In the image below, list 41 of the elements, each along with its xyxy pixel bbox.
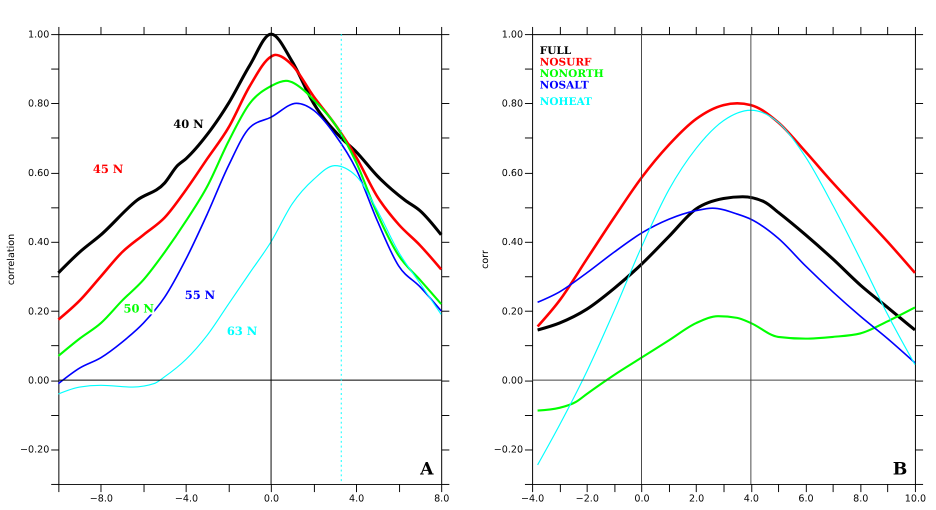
series-label: 63 N: [226, 324, 258, 338]
y-tick-label: 0.60: [28, 168, 50, 179]
series-label: 55 N: [184, 288, 216, 302]
x-tick-label: −8.0: [90, 494, 114, 505]
text: NOHEAT: [540, 96, 592, 108]
x-tick-label: 8.0: [434, 494, 450, 505]
x-tick-label: 6.0: [798, 494, 814, 505]
y-tick-label: 0.20: [502, 306, 524, 318]
text: NONORTH: [540, 68, 604, 80]
y-tick-label: 0.40: [502, 237, 524, 248]
y-tick-label: 0.80: [502, 98, 524, 110]
series-label: 50 N: [123, 301, 154, 316]
legend-label: FULL: [540, 45, 572, 58]
series-label: 40 N: [173, 116, 204, 131]
y-tick-label: 0.60: [502, 168, 524, 179]
text: NOSALT: [540, 80, 589, 92]
text: A: [419, 459, 434, 480]
x-tick-label: 8.0: [853, 494, 868, 505]
text: 45 N: [92, 162, 124, 176]
y-axis-title: correlation: [6, 234, 18, 286]
x-tick-label: −4.0: [174, 494, 198, 505]
y-tick-label: −0.20: [20, 444, 50, 456]
y-tick-label: 0.20: [28, 306, 50, 318]
x-tick-label: 4.0: [744, 494, 759, 505]
y-tick-label: 0.80: [28, 98, 50, 110]
y-tick-label: 1.00: [502, 29, 524, 40]
x-tick-label: 2.0: [689, 494, 704, 505]
y-axis-title: corr: [480, 250, 491, 269]
x-tick-label: 0.0: [264, 494, 280, 505]
y-tick-label: 1.00: [28, 29, 50, 40]
x-tick-label: 10.0: [904, 494, 926, 505]
y-tick-label: 0.00: [28, 375, 50, 386]
y-tick-label: 0.00: [502, 375, 524, 386]
text: B: [892, 459, 908, 480]
y-tick-label: 0.40: [28, 237, 50, 248]
x-tick-label: −4.0: [520, 494, 544, 505]
x-tick-label: 4.0: [349, 494, 364, 505]
x-tick-label: 0.0: [634, 494, 650, 505]
y-tick-label: −0.20: [494, 444, 524, 456]
x-tick-label: −2.0: [576, 494, 599, 505]
text: NOSURF: [540, 56, 592, 69]
